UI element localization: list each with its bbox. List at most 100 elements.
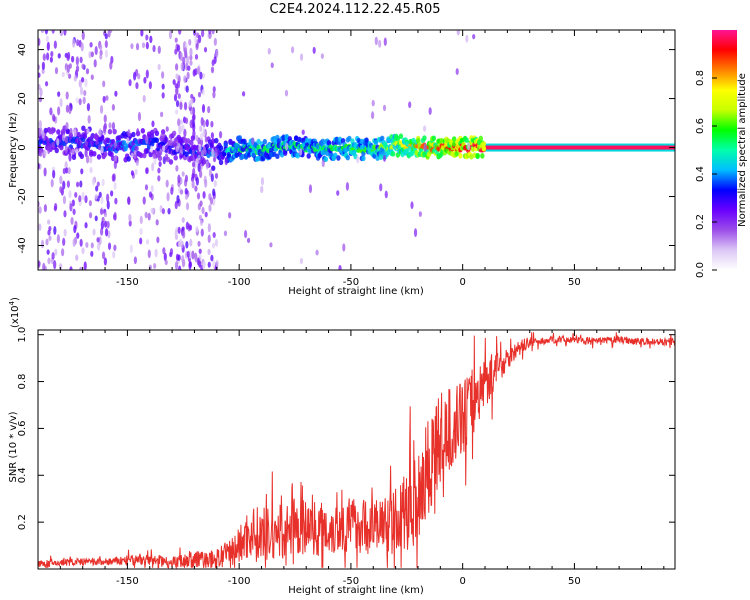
spectrogram-noise (139, 237, 143, 245)
spectrogram-noise (185, 221, 189, 230)
spectrogram-noise (383, 37, 387, 46)
spectrogram-noise (290, 46, 295, 54)
spectrogram-noise (188, 100, 192, 108)
spectrogram-noise (75, 254, 79, 261)
spectrogram-noise (183, 101, 188, 111)
spectrogram-noise (199, 125, 203, 132)
spectrogram-noise (43, 204, 48, 213)
spectrogram-noise (164, 135, 168, 144)
spectrogram-noise (203, 46, 208, 53)
spectrogram-blob (480, 153, 485, 159)
spectrogram-noise (184, 174, 189, 183)
spectrogram-noise (41, 130, 45, 139)
spectrogram-noise (195, 226, 199, 233)
spectrogram-noise (210, 66, 215, 74)
spectrogram-blob (326, 140, 332, 146)
spectrogram-noise (111, 103, 115, 111)
spectrogram-noise (299, 148, 303, 156)
spectrogram-noise (73, 128, 77, 134)
spectrogram-noise (64, 145, 68, 154)
spectrogram-noise (83, 90, 87, 97)
spectrogram-noise (184, 117, 189, 124)
spectrogram-blob (81, 125, 86, 132)
spectrogram-noise (75, 97, 79, 104)
snr-series-line (38, 332, 675, 569)
spectrogram-noise (135, 160, 139, 166)
spectrogram-noise (88, 212, 93, 219)
spectrogram-noise (57, 91, 61, 97)
spectrogram-noise (269, 242, 273, 248)
spectrogram-blob (92, 150, 97, 157)
spectrogram-blob (422, 135, 427, 141)
spectrogram-noise (106, 193, 110, 203)
spectrogram-noise (45, 238, 49, 246)
spectrogram-noise (472, 33, 476, 40)
spectrogram-noise (80, 42, 84, 52)
spectrogram-noise (110, 190, 114, 197)
spectrogram-noise (100, 146, 104, 154)
spectrogram-noise (301, 129, 305, 135)
spectrogram-noise (164, 259, 168, 266)
spectrogram-noise (42, 262, 46, 270)
spectrogram-noise (51, 252, 55, 260)
spectrogram-noise (167, 207, 171, 215)
spectrogram-blob (372, 144, 377, 150)
colorbar-tick-label: 0.6 (695, 118, 706, 134)
spectrogram-noise (66, 180, 71, 188)
spectrogram-noise (177, 118, 181, 127)
spectrogram-noise (413, 228, 418, 238)
spectrogram-x-ticks: -150 -100 -50 0 50 (37, 30, 665, 288)
spectrogram-noise (212, 188, 216, 197)
spectrogram-noise (181, 217, 185, 223)
spectrogram-noise (179, 152, 183, 160)
spectrogram-blob (464, 137, 469, 144)
spectrogram-noise (62, 180, 66, 190)
spectrogram-noise (174, 229, 178, 237)
x-tick-label: -50 (343, 576, 359, 587)
spectrogram-noise (99, 49, 103, 56)
spectrogram-noise (47, 144, 51, 155)
spectrogram-noise (179, 101, 183, 110)
spectrogram-noise (38, 37, 41, 47)
spectrogram-noise (84, 195, 88, 204)
spectrogram-noise (40, 239, 45, 249)
spectrogram-noise (40, 30, 45, 34)
spectrogram-noise (149, 145, 154, 153)
spectrogram-blob (65, 128, 70, 135)
spectrogram-noise (181, 171, 185, 177)
spectrogram-noise (174, 200, 178, 210)
spectrogram-noise (299, 257, 304, 265)
spectrogram-noise (51, 30, 55, 34)
spectrogram-noise (145, 239, 150, 245)
spectrogram-noise (85, 154, 90, 164)
spectrogram-blob (481, 145, 487, 152)
spectrogram-noise (38, 260, 41, 267)
spectrogram-noise (175, 73, 179, 80)
spectrogram-noise (195, 176, 199, 186)
spectrogram-noise (50, 126, 54, 135)
spectrogram-blob (103, 151, 108, 157)
spectrogram-noise (418, 211, 422, 217)
spectrogram-noise (75, 65, 80, 73)
spectrogram-noise (41, 61, 45, 71)
spectrogram-noise (69, 266, 73, 270)
spectrogram-frame (37, 29, 676, 271)
spectrogram-noise (199, 132, 204, 141)
spectrogram-blob (475, 152, 480, 159)
spectrogram-noise (139, 228, 143, 236)
spectrogram-noise (267, 47, 271, 55)
spectrogram-noise (102, 80, 106, 88)
spectrogram-noise (202, 158, 206, 165)
spectrogram-noise (165, 126, 169, 132)
spectrogram-noise (285, 142, 289, 151)
y-tick-label: 0 (17, 144, 28, 150)
spectrogram-noise (103, 114, 107, 123)
colorbar-tick-label: 0.4 (695, 166, 706, 182)
spectrogram-noise (166, 192, 170, 202)
spectrogram-noise (204, 136, 208, 143)
spectrogram-noise (192, 69, 196, 77)
spectrogram-blob (173, 154, 178, 161)
spectrogram-noise (270, 62, 274, 69)
y-tick-label: 0.2 (17, 514, 28, 530)
spectrogram-noise (54, 67, 59, 75)
